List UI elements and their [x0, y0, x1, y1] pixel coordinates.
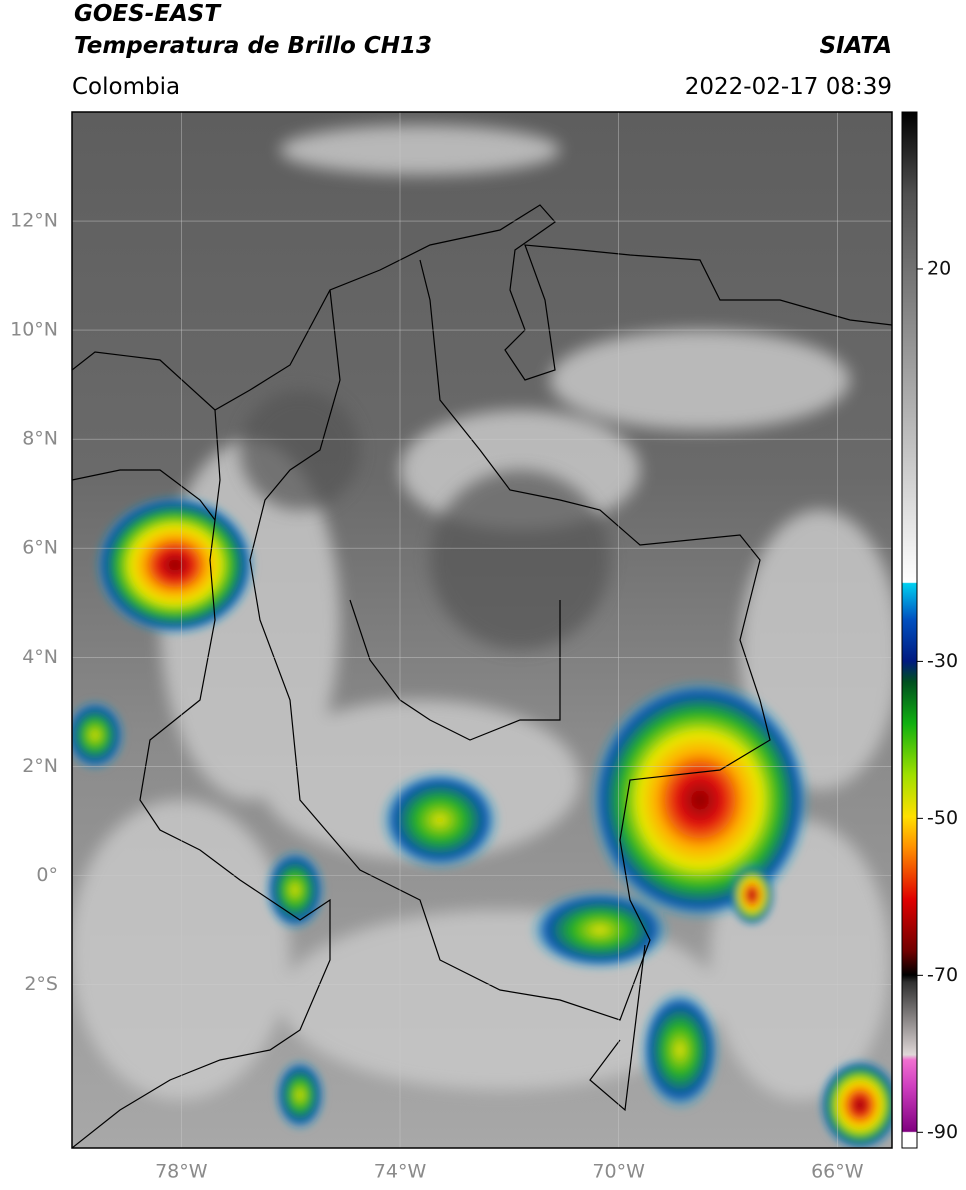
- y-tick-label: 2°S: [24, 973, 58, 995]
- source: SIATA: [820, 33, 892, 59]
- datetime: 2022-02-17 08:39: [685, 74, 892, 100]
- region: Colombia: [72, 74, 180, 100]
- y-tick-label: 8°N: [22, 428, 58, 450]
- grid: [72, 112, 892, 1148]
- subtitle: Temperatura de Brillo CH13: [74, 33, 432, 59]
- x-tick-label: 78°W: [155, 1161, 208, 1183]
- y-tick-label: 2°N: [22, 755, 58, 777]
- x-tick-label: 66°W: [811, 1161, 864, 1183]
- y-tick-label: 6°N: [22, 537, 58, 559]
- map-frame: [71, 111, 893, 1149]
- x-tick-label: 70°W: [592, 1161, 645, 1183]
- colorbar-tick-label: -50: [927, 807, 958, 829]
- y-tick-label: 0°: [36, 864, 58, 886]
- x-tick-label: 74°W: [374, 1161, 427, 1183]
- y-tick-label: 4°N: [22, 646, 58, 668]
- y-tick-label: 10°N: [10, 319, 58, 341]
- colorbar-tick-label: -90: [927, 1121, 958, 1143]
- colorbar-tick-label: 20: [927, 257, 951, 279]
- title: GOES-EAST: [74, 1, 222, 27]
- colorbar: [901, 111, 918, 1149]
- satellite-image: [72, 112, 892, 1148]
- colorbar-tick-label: -70: [927, 964, 958, 986]
- y-tick-label: 12°N: [10, 210, 58, 232]
- colorbar-tick-label: -30: [927, 650, 958, 672]
